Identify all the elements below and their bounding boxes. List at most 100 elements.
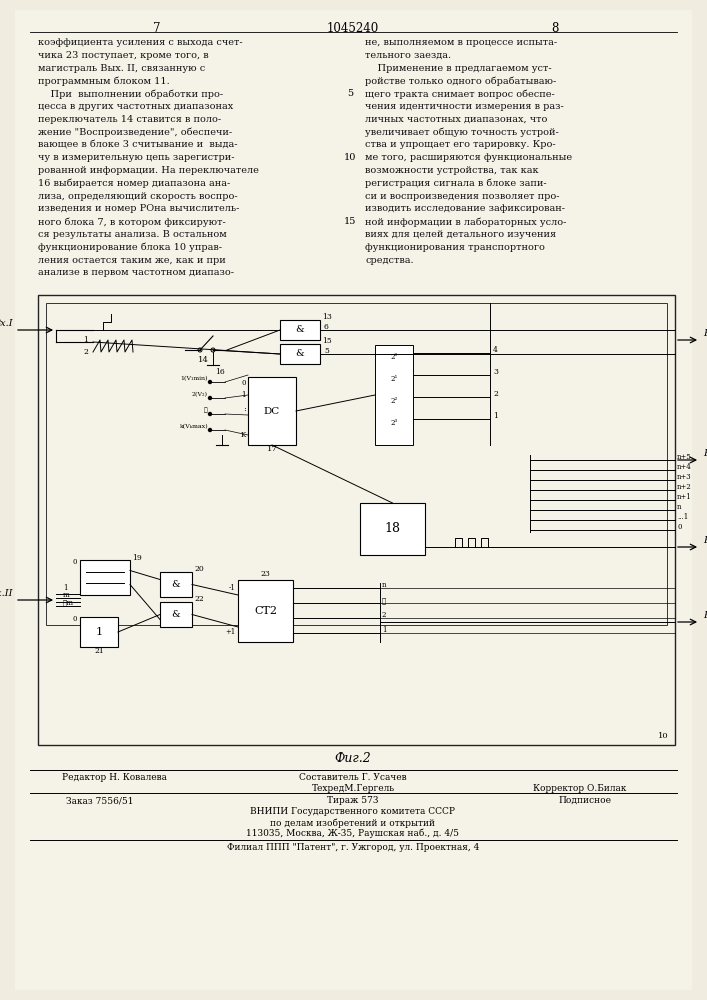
Text: n+4: n+4 <box>677 463 691 471</box>
Text: Применение в предлагаемом уст-: Применение в предлагаемом уст- <box>365 64 551 73</box>
Text: 16 выбирается номер диапазона ана-: 16 выбирается номер диапазона ана- <box>38 179 230 188</box>
Text: Филиал ППП "Патент", г. Ужгород, ул. Проектная, 4: Филиал ППП "Патент", г. Ужгород, ул. Про… <box>227 843 479 852</box>
Bar <box>80 560 130 595</box>
Text: 17: 17 <box>267 445 277 453</box>
Text: 2³: 2³ <box>390 419 397 427</box>
Text: ройстве только одного обрабатываю-: ройстве только одного обрабатываю- <box>365 76 556 86</box>
Text: n+2: n+2 <box>677 483 691 491</box>
Text: 22: 22 <box>194 595 204 603</box>
Text: +1: +1 <box>226 628 236 636</box>
Text: Фиг.2: Фиг.2 <box>334 752 371 765</box>
Text: ТехредМ.Гергель: ТехредМ.Гергель <box>312 784 395 793</box>
Bar <box>38 295 675 745</box>
Text: 1: 1 <box>95 627 103 637</box>
Text: k(Vₖmax): k(Vₖmax) <box>180 424 208 429</box>
Text: Тираж 573: Тираж 573 <box>327 796 379 805</box>
Text: 20: 20 <box>194 565 204 573</box>
Text: 113035, Москва, Ж-35, Раушская наб., д. 4/5: 113035, Москва, Ж-35, Раушская наб., д. … <box>247 829 460 838</box>
Text: 13: 13 <box>322 313 332 321</box>
Text: 2: 2 <box>83 348 88 356</box>
Text: переключатель 14 ставится в поло-: переключатель 14 ставится в поло- <box>38 115 221 124</box>
Text: Вых.III: Вых.III <box>703 536 707 545</box>
Text: &: & <box>172 610 180 619</box>
Text: m: m <box>63 591 70 599</box>
Text: 0: 0 <box>73 558 77 566</box>
Text: коэффициента усиления с выхода счет-: коэффициента усиления с выхода счет- <box>38 38 243 47</box>
Text: Вх.I: Вх.I <box>0 319 13 328</box>
Text: 15: 15 <box>322 337 332 345</box>
Text: :: : <box>243 405 246 413</box>
Text: по делам изобретений и открытий: по делам изобретений и открытий <box>271 818 436 828</box>
Text: &: & <box>296 350 305 359</box>
Text: возможности устройства, так как: возможности устройства, так как <box>365 166 539 175</box>
Text: 16: 16 <box>215 368 225 376</box>
Text: регистрация сигнала в блоке запи-: регистрация сигнала в блоке запи- <box>365 179 547 188</box>
Text: си и воспроизведения позволяет про-: си и воспроизведения позволяет про- <box>365 192 559 201</box>
Bar <box>160 602 192 627</box>
Text: 2: 2 <box>493 390 498 398</box>
Text: 6: 6 <box>324 323 329 331</box>
Text: 3: 3 <box>493 368 498 376</box>
Text: Вых.II: Вых.II <box>703 449 707 458</box>
Text: цесса в других частотных диапазонах: цесса в других частотных диапазонах <box>38 102 233 111</box>
Text: 0: 0 <box>677 523 682 531</box>
Text: 10: 10 <box>344 153 356 162</box>
Text: функционирование блока 10 управ-: функционирование блока 10 управ- <box>38 243 222 252</box>
Bar <box>375 345 413 445</box>
Text: 1: 1 <box>242 391 246 399</box>
Text: Составитель Г. Усачев: Составитель Г. Усачев <box>299 773 407 782</box>
Text: ления остается таким же, как и при: ления остается таким же, как и при <box>38 256 226 265</box>
Text: 10: 10 <box>658 732 668 740</box>
Text: 2: 2 <box>382 611 387 619</box>
Text: 7: 7 <box>153 22 160 35</box>
Text: средства.: средства. <box>365 256 414 265</box>
Text: магистраль Вых. II, связанную с: магистраль Вых. II, связанную с <box>38 64 205 73</box>
Text: 14: 14 <box>197 356 209 364</box>
Text: 19: 19 <box>132 554 141 562</box>
Text: 2⁰: 2⁰ <box>390 353 397 361</box>
Text: 5: 5 <box>347 89 353 98</box>
Text: K: K <box>241 431 246 439</box>
Bar <box>238 580 293 642</box>
Text: -1: -1 <box>229 584 236 592</box>
Text: n+1: n+1 <box>677 493 691 501</box>
Text: n: n <box>677 503 682 511</box>
Bar <box>280 320 320 340</box>
Text: Вх.II: Вх.II <box>0 589 13 598</box>
Text: ного блока 7, в котором фиксируют-: ного блока 7, в котором фиксируют- <box>38 217 226 227</box>
Bar <box>360 503 425 555</box>
Text: n: n <box>382 581 387 589</box>
Text: Вых.IV: Вых.IV <box>703 611 707 620</box>
Text: чения идентичности измерения в раз-: чения идентичности измерения в раз- <box>365 102 563 111</box>
Text: 2¹: 2¹ <box>390 375 397 383</box>
Text: 1(V₁min): 1(V₁min) <box>180 376 208 381</box>
Text: CT2: CT2 <box>254 606 277 616</box>
Text: Вых.I: Вых.I <box>703 329 707 338</box>
Bar <box>46 303 667 625</box>
Text: щего тракта снимает вопрос обеспе-: щего тракта снимает вопрос обеспе- <box>365 89 555 99</box>
Text: n+5: n+5 <box>677 453 691 461</box>
Text: виях для целей детального изучения: виях для целей детального изучения <box>365 230 556 239</box>
Text: рованной информации. На переключателе: рованной информации. На переключателе <box>38 166 259 175</box>
Circle shape <box>209 380 211 383</box>
Text: Корректор О.Билак: Корректор О.Билак <box>533 784 626 793</box>
Bar <box>80 617 118 647</box>
Text: функционирования транспортного: функционирования транспортного <box>365 243 545 252</box>
Text: n+3: n+3 <box>677 473 691 481</box>
Text: 1: 1 <box>83 336 88 344</box>
Text: ⋯m: ⋯m <box>63 598 74 606</box>
Circle shape <box>209 412 211 416</box>
Text: 5: 5 <box>324 347 329 355</box>
Text: 4: 4 <box>493 346 498 354</box>
Text: 18: 18 <box>385 522 400 536</box>
Text: DC: DC <box>264 406 280 416</box>
Text: 1: 1 <box>493 412 498 420</box>
Text: ВНИПИ Государственного комитета СССР: ВНИПИ Государственного комитета СССР <box>250 807 455 816</box>
Text: Подписное: Подписное <box>559 796 612 805</box>
Text: ся результаты анализа. В остальном: ся результаты анализа. В остальном <box>38 230 227 239</box>
Text: не, выполняемом в процессе испыта-: не, выполняемом в процессе испыта- <box>365 38 557 47</box>
Text: лиза, определяющий скорость воспро-: лиза, определяющий скорость воспро- <box>38 192 238 201</box>
Text: 2²: 2² <box>390 397 397 405</box>
Text: 8: 8 <box>551 22 559 35</box>
Text: 23: 23 <box>261 570 271 578</box>
